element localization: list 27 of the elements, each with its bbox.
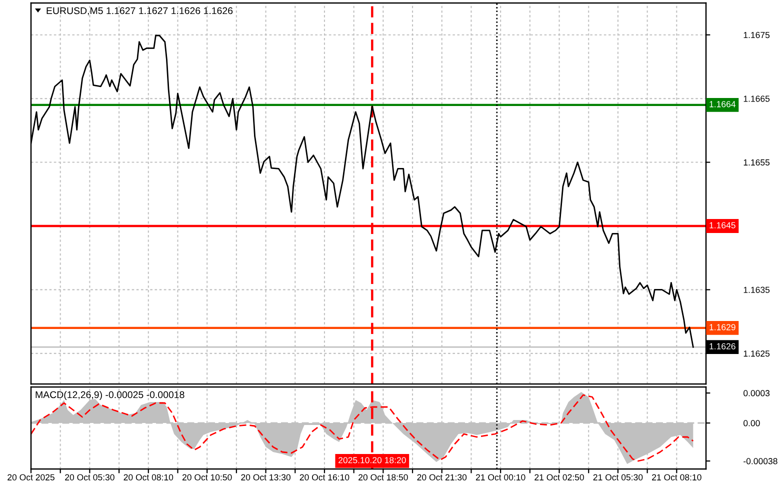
x-tick-label: 20 Oct 16:10 xyxy=(300,474,350,480)
ref-line-label: 1.1664 xyxy=(710,101,736,108)
x-tick-label: 21 Oct 08:10 xyxy=(652,474,702,480)
y-tick-label: 0.0003 xyxy=(744,390,770,396)
x-tick-label: 20 Oct 21:30 xyxy=(417,474,467,480)
y-tick-label: 1.1635 xyxy=(744,286,770,293)
x-tick-label: 21 Oct 02:50 xyxy=(534,474,584,480)
x-tick-label: 20 Oct 08:10 xyxy=(124,474,174,480)
x-tick-label: 20 Oct 13:30 xyxy=(241,474,290,480)
x-tick-label: 20 Oct 18:50 xyxy=(358,474,408,480)
y-tick-label: 1.1625 xyxy=(744,350,770,357)
chart-title: EURUSD,M5 1.1627 1.1627 1.1626 1.1626 xyxy=(46,7,233,16)
chart-title: MACD(12,26,9) -0.00025 -0.00018 xyxy=(36,391,184,400)
ref-line-label: 1.1629 xyxy=(710,324,736,330)
y-tick-label: -0.00038 xyxy=(744,458,778,464)
x-tick-label: 20 Oct 05:30 xyxy=(65,474,114,480)
y-tick-label: 0.00 xyxy=(744,420,760,426)
y-tick-label: 1.1655 xyxy=(744,159,770,166)
x-tick-label: 20 Oct 10:50 xyxy=(182,474,232,480)
x-tick-label: 21 Oct 05:30 xyxy=(593,474,643,480)
x-tick-label: 21 Oct 00:10 xyxy=(476,474,526,480)
y-tick-label: 1.1665 xyxy=(744,96,770,102)
ref-line-label: 1.1626 xyxy=(710,343,736,350)
x-tick-label: 20 Oct 2025 xyxy=(8,474,54,480)
ref-line-label: 1.1645 xyxy=(710,222,736,228)
ref-line-label: 2025.10.20 18:20 xyxy=(338,457,406,464)
y-tick-label: 1.1675 xyxy=(744,32,770,38)
